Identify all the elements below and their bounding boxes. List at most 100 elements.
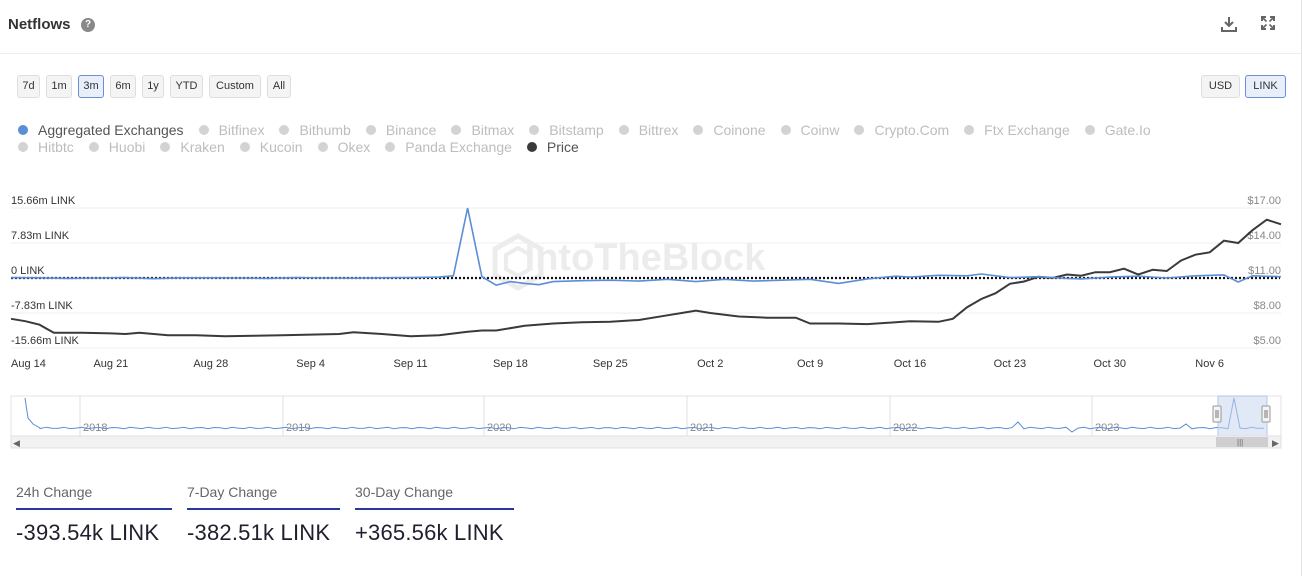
- legend-dot-icon: [18, 141, 28, 152]
- range-7d-button[interactable]: 7d: [17, 75, 40, 98]
- legend-item-bittrex[interactable]: Bittrex: [618, 122, 678, 138]
- legend-dot-icon: [529, 124, 540, 135]
- stat-30d-value: +365.56k LINK: [355, 520, 504, 545]
- legend-label: Crypto.Com: [874, 121, 950, 138]
- stat-24h: 24h Change -393.54k LINK: [16, 484, 172, 546]
- legend-dot-icon: [198, 124, 209, 135]
- legend-dot-icon: [239, 141, 250, 152]
- legend-item-kraken[interactable]: Kraken: [160, 138, 225, 155]
- legend-dot-icon: [160, 141, 171, 152]
- y-left-tick-label: 15.66m LINK: [11, 195, 76, 207]
- legend-item-huobi[interactable]: Huobi: [88, 139, 145, 155]
- x-tick-label: Sep 4: [296, 358, 325, 370]
- netflow-series-line: [10, 207, 1282, 287]
- x-tick-label: Sep 18: [493, 358, 528, 370]
- legend-label: Price: [546, 138, 579, 155]
- panel-header: Netflows ?: [0, 0, 1302, 54]
- legend-item-bitmax[interactable]: Bitmax: [451, 122, 514, 138]
- navigator-year-label: 2022: [893, 422, 917, 434]
- legend-dot-icon: [18, 124, 28, 135]
- download-icon[interactable]: [1219, 15, 1239, 35]
- x-tick-label: Sep 25: [593, 358, 628, 370]
- legend-item-crypto-com[interactable]: Crypto.Com: [854, 122, 949, 138]
- legend-label: Bitstamp: [549, 121, 604, 138]
- fullscreen-icon[interactable]: [1258, 15, 1278, 35]
- legend-item-bitfinex[interactable]: Bitfinex: [198, 122, 264, 138]
- navigator-scrollbar: [10, 435, 1282, 449]
- legend-row-2: Hitbtc Huobi Kraken Kucoin Okex Panda Exchang…: [18, 138, 594, 155]
- svg-text:|||: |||: [1237, 438, 1243, 447]
- navigator-selection: [1217, 395, 1268, 437]
- scroll-right-icon: ▶: [1272, 438, 1279, 448]
- stat-30d: 30-Day Change +365.56k LINK: [355, 484, 514, 546]
- range-ytd-button[interactable]: YTD: [170, 75, 203, 98]
- range-6m-button[interactable]: 6m: [110, 75, 136, 98]
- navigator-line: [24, 397, 1265, 433]
- range-custom-button[interactable]: Custom: [209, 75, 261, 98]
- legend-label: Coinw: [800, 121, 840, 138]
- legend-label: Kraken: [180, 138, 225, 155]
- range-navigator[interactable]: 2018 2019 2020 2021 2022 2023 ||| ◀ ▶: [10, 395, 1282, 449]
- legend-item-coinone[interactable]: Coinone: [693, 122, 766, 138]
- y-left-tick-label: -7.83m LINK: [11, 300, 73, 312]
- y-right-tick-label: $11.00: [1248, 265, 1281, 277]
- help-icon[interactable]: ?: [81, 18, 95, 32]
- scroll-left-icon: ◀: [13, 438, 20, 448]
- x-tick-label: Oct 16: [894, 358, 926, 370]
- legend-dot-icon: [618, 124, 629, 135]
- legend-label: Panda Exchange: [405, 138, 512, 155]
- x-tick-label: Sep 11: [394, 358, 428, 370]
- range-all-button[interactable]: All: [267, 75, 291, 98]
- legend-item-bitstamp[interactable]: Bitstamp: [529, 121, 604, 138]
- y-axis-right: $17.00 $14.00 $11.00 $8.00 $5.00: [1247, 195, 1281, 347]
- unit-usd-button[interactable]: USD: [1201, 75, 1240, 98]
- legend-dot-icon: [88, 141, 99, 152]
- y-left-tick-label: 7.83m LINK: [11, 230, 70, 242]
- x-tick-label: Oct 9: [797, 358, 823, 370]
- legend-dot-icon: [451, 124, 462, 135]
- legend-item-okex[interactable]: Okex: [317, 139, 370, 155]
- x-tick-label: Aug 28: [193, 358, 228, 370]
- x-axis: Aug 14 Aug 21 Aug 28 Sep 4 Sep 11 Sep 18 Sep 2…: [11, 358, 1224, 370]
- range-3m-button[interactable]: 3m: [78, 75, 104, 98]
- stat-7d-value: -382.51k LINK: [187, 520, 331, 545]
- legend-item-bithumb[interactable]: Bithumb: [279, 121, 351, 138]
- y-left-tick-label: 0 LINK: [11, 265, 45, 277]
- legend-dot-icon: [385, 141, 396, 152]
- legend-item-hitbtc[interactable]: Hitbtc: [18, 139, 74, 155]
- range-1y-button[interactable]: 1y: [142, 75, 164, 98]
- legend-dot-icon: [854, 124, 865, 135]
- y-right-tick-label: $8.00: [1253, 300, 1281, 312]
- x-tick-label: Oct 23: [994, 358, 1026, 370]
- legend-item-price[interactable]: Price: [526, 138, 579, 155]
- unit-link-button[interactable]: LINK: [1245, 75, 1286, 98]
- navigator-right-handle: [1261, 405, 1271, 423]
- legend-item-binance[interactable]: Binance: [365, 122, 436, 138]
- x-tick-label: Aug 14: [11, 358, 46, 370]
- legend-item-aggregated-exchanges[interactable]: Aggregated Exchanges: [18, 122, 184, 138]
- watermark: IntoTheBlock: [525, 237, 767, 279]
- legend-label: Bithumb: [299, 121, 351, 138]
- stat-24h-label: 24h Change: [16, 484, 172, 510]
- legend-item-coinw[interactable]: Coinw: [780, 121, 840, 138]
- legend-item-kucoin[interactable]: Kucoin: [239, 138, 303, 155]
- watermark-logo-icon: [492, 233, 544, 291]
- legend-dot-icon: [693, 124, 704, 135]
- legend-label: Aggregated Exchanges: [38, 121, 184, 138]
- x-tick-label: Oct 2: [697, 358, 723, 370]
- legend-item-panda-exchange[interactable]: Panda Exchange: [385, 139, 512, 155]
- x-tick-label: Oct 30: [1094, 358, 1126, 370]
- panel-title: Netflows: [8, 16, 71, 33]
- stat-7d-label: 7-Day Change: [187, 484, 340, 510]
- y-right-tick-label: $14.00: [1247, 230, 1281, 242]
- netflows-chart: IntoTheBlock 15.66m LINK 7.83m LINK 0 LINK…: [10, 195, 1282, 449]
- legend-item-ftx-exchange[interactable]: Ftx Exchange: [964, 122, 1070, 138]
- legend-dot-icon: [526, 141, 537, 152]
- legend-label: Gate.Io: [1104, 121, 1151, 138]
- legend-dot-icon: [780, 124, 791, 135]
- legend-label: Kucoin: [259, 138, 303, 155]
- range-1m-button[interactable]: 1m: [46, 75, 72, 98]
- legend-label: Hitbtc: [38, 138, 74, 155]
- legend-item-gate-io[interactable]: Gate.Io: [1084, 121, 1151, 138]
